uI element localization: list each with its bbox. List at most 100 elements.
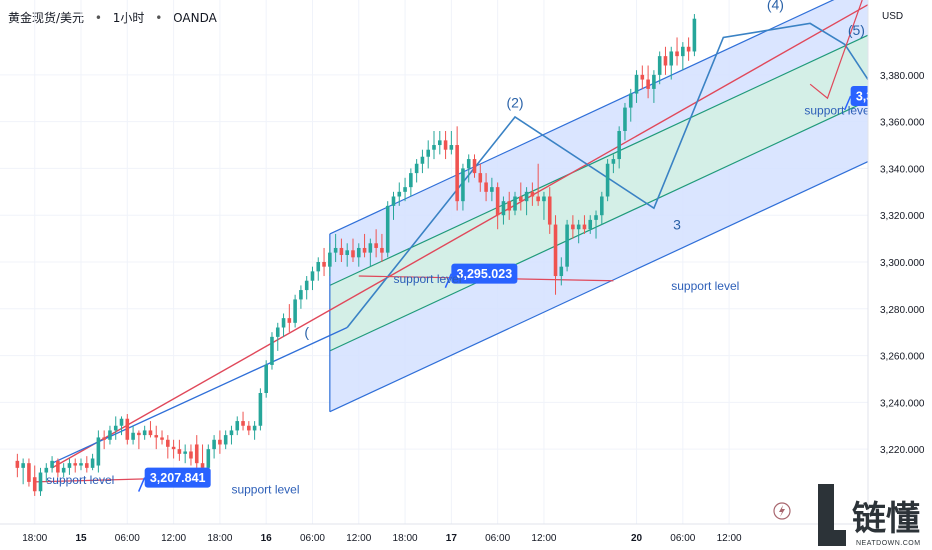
time-axis-tick: 17	[446, 533, 458, 544]
candle-body	[96, 437, 101, 466]
time-axis-panel[interactable]	[0, 524, 932, 550]
candle-body	[686, 46, 691, 52]
candle-body	[617, 131, 621, 160]
candle-body	[131, 432, 135, 440]
candle-body	[177, 449, 182, 454]
price-callout-text: 3,295.023	[457, 267, 513, 281]
support-level-label: support level	[393, 272, 461, 286]
candle-body	[553, 224, 558, 277]
lightning-icon[interactable]	[773, 502, 791, 520]
candle-body	[472, 159, 477, 174]
support-level-label: support level	[804, 104, 872, 118]
candle-body	[559, 266, 564, 277]
symbol-label: 黄金现货/美元	[8, 11, 85, 25]
legend-separator-1: •	[94, 11, 102, 25]
candle-body	[605, 163, 610, 197]
wave-count-label: 3	[673, 216, 681, 232]
support-level-label: support level	[231, 483, 299, 497]
candle-body	[229, 430, 234, 436]
candle-body	[194, 444, 199, 464]
candle-body	[634, 74, 639, 94]
channel-inner-lower-line	[329, 100, 869, 352]
candle-body	[119, 418, 124, 426]
brand-logo: 链懂 NEATDOWN.COM	[818, 484, 921, 547]
candle-body	[594, 215, 598, 220]
price-axis-panel[interactable]	[868, 0, 932, 524]
candle-body	[542, 196, 546, 202]
candle-body	[449, 145, 454, 150]
candle-body	[391, 196, 396, 206]
projection-arrow	[809, 0, 863, 100]
candle-body	[640, 74, 645, 80]
candle-body	[293, 299, 297, 323]
support-level-label: support level	[46, 473, 114, 487]
candle-body	[663, 56, 668, 66]
candle-body	[212, 439, 216, 450]
time-axis-tick: 06:00	[300, 533, 325, 544]
wave-count-label: (2)	[506, 95, 523, 111]
candle-body	[304, 280, 309, 291]
candle-body	[27, 463, 31, 482]
candle-body	[223, 435, 228, 445]
candle-body	[270, 336, 274, 365]
price-callout-pointer	[444, 273, 453, 288]
candle-body	[113, 425, 118, 431]
candle-body	[345, 250, 349, 255]
candle-body	[154, 435, 159, 438]
candle-body	[646, 79, 650, 89]
candle-body	[200, 463, 205, 468]
price-axis-tick: 3,320.000	[880, 211, 925, 222]
time-axis-tick: 12:00	[531, 533, 556, 544]
candle-body	[102, 437, 106, 440]
candle-body	[513, 196, 517, 211]
candle-body	[565, 224, 569, 267]
candle-body	[241, 421, 245, 426]
candle-body	[275, 327, 280, 337]
candle-body	[322, 262, 326, 267]
channel-inner-upper-line	[329, 34, 869, 286]
candle-body	[657, 56, 662, 75]
candle-body	[160, 437, 164, 440]
candle-body	[385, 205, 390, 253]
candle-body	[571, 224, 575, 230]
candle-body	[611, 159, 616, 164]
candle-body	[692, 18, 697, 52]
candle-body	[166, 439, 170, 447]
time-axis-tick: 06:00	[485, 533, 510, 544]
candle-body	[588, 219, 593, 230]
candle-body	[368, 243, 373, 253]
candle-body	[437, 140, 442, 146]
candle-body	[310, 271, 315, 281]
logo-l-foot	[818, 530, 846, 546]
candle-body	[218, 439, 222, 445]
candle-body	[628, 93, 633, 108]
price-axis-tick: 3,380.000	[880, 71, 925, 82]
candle-body	[484, 182, 488, 192]
price-axis-tick: 3,280.000	[880, 305, 925, 316]
candle-body	[235, 421, 240, 431]
logo-subtext: NEATDOWN.COM	[856, 540, 921, 547]
candle-body	[79, 463, 83, 466]
candle-body	[466, 159, 471, 169]
price-callout-box	[451, 263, 518, 284]
price-axis-tick: 3,220.000	[880, 445, 925, 456]
time-axis-tick: 12:00	[161, 533, 186, 544]
candle-body	[137, 432, 141, 436]
price-axis-tick: 3,360.000	[880, 118, 925, 129]
time-axis-tick: 18:00	[22, 533, 47, 544]
candle-body	[328, 252, 332, 267]
price-axis-tick: 3,260.000	[880, 352, 925, 363]
candle-body	[108, 430, 112, 440]
candle-body	[478, 173, 483, 183]
candle-body	[247, 425, 251, 431]
candle-body	[420, 156, 425, 164]
candle-body	[490, 187, 494, 192]
candle-body	[252, 425, 257, 431]
channel-upper-line	[329, 0, 835, 235]
candle-body	[362, 247, 367, 253]
candle-body	[426, 149, 431, 157]
elliott-wave-path	[346, 22, 869, 328]
time-axis-tick: 18:00	[393, 533, 418, 544]
candle-body	[547, 196, 552, 225]
